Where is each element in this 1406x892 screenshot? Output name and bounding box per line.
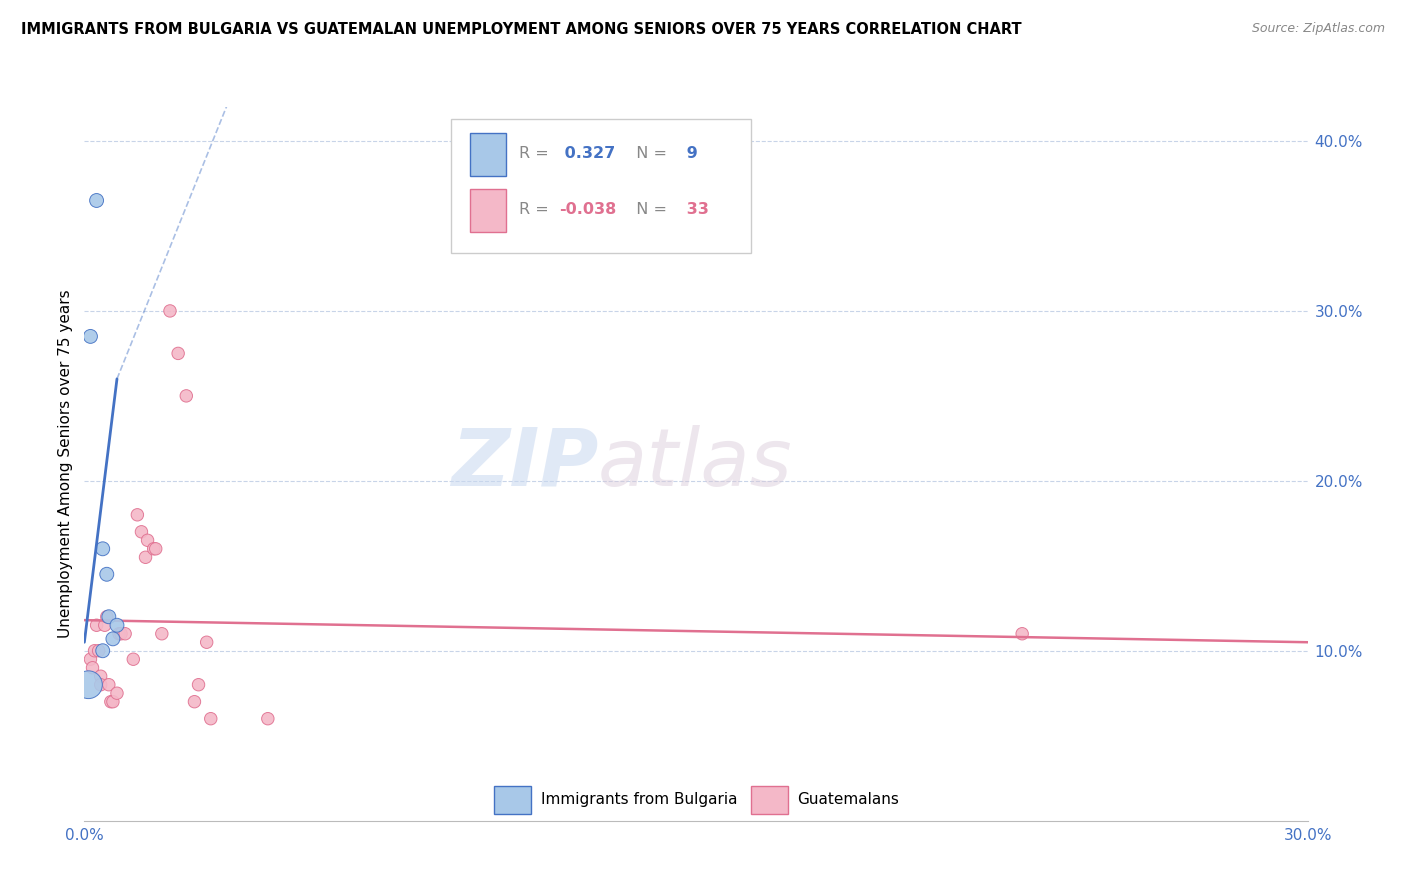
- Point: [97, 609, 120, 624]
- Point: [96, 609, 118, 624]
- Point: [167, 346, 190, 360]
- Point: [90, 669, 112, 683]
- FancyBboxPatch shape: [470, 134, 506, 177]
- Text: Immigrants from Bulgaria: Immigrants from Bulgaria: [541, 792, 737, 806]
- Text: 0.327: 0.327: [560, 146, 616, 161]
- Point: [135, 550, 157, 565]
- Text: Guatemalans: Guatemalans: [797, 792, 900, 806]
- Point: [110, 626, 132, 640]
- Point: [93, 618, 117, 632]
- Point: [91, 541, 114, 556]
- Text: IMMIGRANTS FROM BULGARIA VS GUATEMALAN UNEMPLOYMENT AMONG SENIORS OVER 75 YEARS : IMMIGRANTS FROM BULGARIA VS GUATEMALAN U…: [21, 22, 1022, 37]
- Point: [150, 626, 173, 640]
- Point: [1011, 626, 1033, 640]
- Point: [79, 652, 101, 666]
- Point: [101, 632, 124, 646]
- Point: [122, 652, 145, 666]
- Point: [127, 508, 149, 522]
- Text: N =: N =: [626, 202, 672, 217]
- Point: [200, 712, 222, 726]
- Point: [145, 541, 167, 556]
- Point: [79, 329, 101, 343]
- Point: [86, 618, 108, 632]
- Point: [257, 712, 280, 726]
- Point: [90, 678, 112, 692]
- Text: R =: R =: [519, 202, 554, 217]
- Point: [105, 686, 128, 700]
- Point: [96, 567, 118, 582]
- Point: [159, 304, 181, 318]
- Point: [183, 695, 205, 709]
- Text: N =: N =: [626, 146, 672, 161]
- Point: [91, 644, 114, 658]
- Point: [87, 644, 110, 658]
- Point: [82, 661, 104, 675]
- FancyBboxPatch shape: [751, 787, 787, 814]
- Point: [108, 626, 131, 640]
- Point: [176, 389, 198, 403]
- FancyBboxPatch shape: [451, 120, 751, 253]
- Text: Source: ZipAtlas.com: Source: ZipAtlas.com: [1251, 22, 1385, 36]
- Text: -0.038: -0.038: [560, 202, 616, 217]
- Point: [86, 194, 108, 208]
- Point: [142, 541, 165, 556]
- Point: [114, 626, 136, 640]
- Point: [195, 635, 218, 649]
- Text: ZIP: ZIP: [451, 425, 598, 503]
- Point: [97, 678, 120, 692]
- Text: 33: 33: [682, 202, 709, 217]
- Point: [105, 618, 128, 632]
- Point: [187, 678, 209, 692]
- Point: [101, 695, 124, 709]
- Point: [131, 524, 153, 539]
- Text: atlas: atlas: [598, 425, 793, 503]
- Point: [100, 695, 122, 709]
- FancyBboxPatch shape: [494, 787, 531, 814]
- Text: 9: 9: [682, 146, 697, 161]
- Point: [77, 678, 100, 692]
- Point: [83, 644, 105, 658]
- Y-axis label: Unemployment Among Seniors over 75 years: Unemployment Among Seniors over 75 years: [58, 290, 73, 638]
- FancyBboxPatch shape: [470, 189, 506, 232]
- Point: [136, 533, 159, 548]
- Text: R =: R =: [519, 146, 554, 161]
